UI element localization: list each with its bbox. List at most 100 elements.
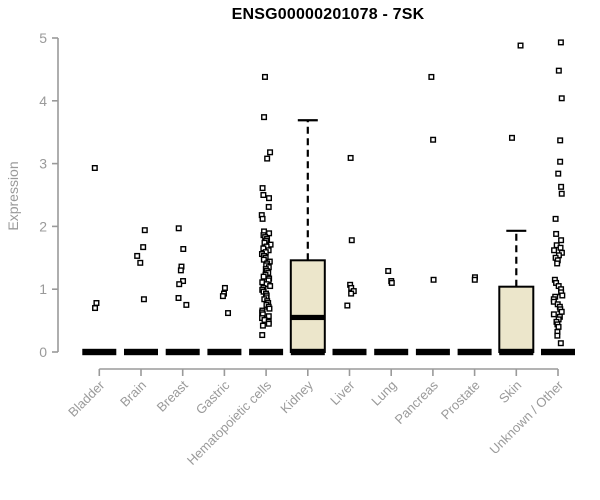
outlier-point bbox=[348, 290, 355, 297]
outlier-point bbox=[558, 237, 565, 244]
outlier-point bbox=[93, 300, 100, 307]
outlier-point bbox=[180, 278, 187, 285]
outlier-point bbox=[261, 73, 268, 80]
outlier-point bbox=[555, 323, 562, 330]
box-kidney bbox=[289, 259, 326, 354]
outlier-point bbox=[559, 292, 566, 299]
y-tick-label: 5 bbox=[39, 30, 47, 46]
outlier-point bbox=[92, 305, 99, 312]
outlier-point bbox=[260, 256, 267, 263]
outlier-point bbox=[430, 136, 437, 143]
outlier-point bbox=[517, 42, 524, 49]
outlier-point bbox=[551, 247, 558, 254]
box-bottom-bar bbox=[290, 348, 325, 356]
y-tick-label: 4 bbox=[39, 93, 47, 109]
outlier-point bbox=[266, 195, 273, 202]
outlier-point bbox=[221, 284, 228, 291]
outlier-point bbox=[91, 164, 98, 171]
outlier-point bbox=[261, 114, 268, 121]
outlier-point bbox=[265, 320, 272, 327]
collapsed-box-bar bbox=[124, 348, 158, 356]
y-tick-label: 3 bbox=[39, 156, 47, 172]
y-tick-label: 0 bbox=[39, 344, 47, 360]
collapsed-box-bar bbox=[82, 348, 117, 356]
outlier-point bbox=[550, 311, 557, 318]
outlier-point bbox=[176, 281, 183, 288]
collapsed-box-bar bbox=[374, 348, 409, 356]
outlier-point bbox=[555, 170, 562, 177]
x-tick-label: Prostate bbox=[438, 378, 483, 423]
outlier-point bbox=[259, 215, 266, 222]
outlier-point bbox=[175, 225, 182, 232]
outlier-point bbox=[175, 294, 182, 301]
outlier-point bbox=[558, 308, 565, 315]
outlier-point bbox=[183, 301, 190, 308]
x-tick-label: Gastric bbox=[193, 377, 233, 417]
outlier-point bbox=[137, 259, 144, 266]
box-skin bbox=[498, 285, 535, 353]
outlier-point bbox=[553, 230, 560, 237]
outlier-point bbox=[141, 227, 148, 234]
median-line bbox=[290, 314, 325, 321]
outlier-point bbox=[259, 185, 266, 192]
collapsed-box-bar bbox=[457, 348, 492, 356]
outlier-point bbox=[557, 244, 564, 251]
outlier-point bbox=[552, 215, 559, 222]
outlier-point bbox=[557, 158, 564, 165]
outlier-point bbox=[558, 95, 565, 102]
outlier-point bbox=[344, 302, 351, 309]
x-tick-label: Breast bbox=[154, 377, 191, 414]
outlier-point bbox=[266, 305, 273, 312]
outlier-point bbox=[558, 183, 565, 190]
outlier-point bbox=[225, 310, 232, 317]
outlier-point bbox=[259, 322, 266, 329]
outlier-point bbox=[555, 67, 562, 74]
outlier-point bbox=[430, 276, 437, 283]
outlier-point bbox=[557, 137, 564, 144]
outlier-point bbox=[554, 332, 561, 339]
outlier-point bbox=[259, 332, 266, 339]
x-tick-label: Lung bbox=[368, 378, 399, 409]
collapsed-box-bar bbox=[165, 348, 200, 356]
outlier-point bbox=[265, 313, 272, 320]
outlier-point bbox=[266, 230, 273, 237]
outlier-point bbox=[140, 244, 147, 251]
outlier-point bbox=[554, 260, 561, 267]
x-tick-label: Liver bbox=[327, 377, 358, 408]
outlier-point bbox=[140, 296, 147, 303]
outlier-point bbox=[428, 73, 435, 80]
outlier-point bbox=[348, 237, 355, 244]
outlier-point bbox=[557, 39, 564, 46]
x-tick-label: Unknown / Other bbox=[487, 377, 567, 457]
y-tick-label: 2 bbox=[39, 218, 47, 234]
outlier-point bbox=[180, 246, 187, 253]
outlier-point bbox=[385, 267, 392, 274]
collapsed-box-bar bbox=[207, 348, 242, 356]
outlier-point bbox=[134, 252, 141, 259]
y-tick-label: 1 bbox=[39, 281, 47, 297]
outlier-point bbox=[177, 267, 184, 274]
outlier-point bbox=[219, 293, 226, 300]
outlier-point bbox=[260, 191, 267, 198]
x-tick-label: Pancreas bbox=[392, 377, 442, 427]
outlier-point bbox=[265, 203, 272, 210]
outlier-point bbox=[267, 149, 274, 156]
collapsed-box-bar bbox=[332, 348, 367, 356]
x-tick-label: Skin bbox=[496, 378, 524, 406]
outlier-point bbox=[264, 155, 271, 162]
outlier-point bbox=[471, 276, 478, 283]
collapsed-box-bar bbox=[249, 348, 284, 356]
outlier-point bbox=[260, 273, 267, 280]
x-tick-label: Kidney bbox=[277, 377, 316, 416]
outlier-point bbox=[558, 190, 565, 197]
collapsed-box-bar bbox=[541, 348, 575, 356]
x-tick-label: Bladder bbox=[65, 377, 108, 420]
outlier-point bbox=[508, 134, 515, 141]
outlier-point bbox=[347, 154, 354, 161]
outlier-point bbox=[267, 283, 274, 290]
outlier-point bbox=[388, 279, 395, 286]
chart-title: ENSG00000201078 - 7SK bbox=[231, 6, 425, 23]
outlier-point bbox=[557, 340, 564, 347]
